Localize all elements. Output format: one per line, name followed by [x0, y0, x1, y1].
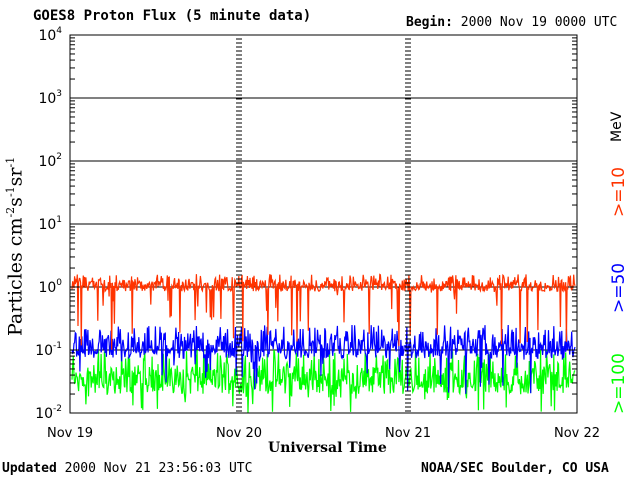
y-tick-label-4: 102 [38, 152, 62, 170]
x-tick-label-0: Nov 19 [47, 426, 93, 441]
chart-series [71, 273, 576, 413]
begin-time: Begin: 2000 Nov 19 0000 UTC [406, 15, 617, 30]
series-line-ge10 [71, 273, 576, 350]
y-tick-label-1: 10-1 [35, 341, 62, 359]
x-axis-ticks: Nov 19 Nov 20 Nov 21 Nov 22 [47, 34, 600, 441]
legend-item-50mev: >=50 [609, 262, 629, 313]
y-axis-ticks: 10-2 10-1 100 101 102 103 104 [35, 26, 577, 422]
x-axis-label: Universal Time [268, 440, 387, 456]
series-line-ge50 [71, 324, 576, 394]
legend-item-100mev: >=100 [609, 353, 629, 414]
x-tick-label-1: Nov 20 [216, 426, 262, 441]
x-tick-label-2: Nov 21 [385, 426, 431, 441]
x-tick-label-3: Nov 22 [554, 426, 600, 441]
chart-title: GOES8 Proton Flux (5 minute data) [33, 8, 312, 24]
updated-value: 2000 Nov 21 23:56:03 UTC [64, 461, 253, 476]
credit-text: NOAA/SEC Boulder, CO USA [421, 461, 609, 476]
y-axis-label: Particles cm-2s-1sr-1 [4, 156, 27, 336]
y-tick-label-6: 104 [38, 26, 62, 44]
begin-value: 2000 Nov 19 0000 UTC [460, 15, 618, 30]
legend-unit: MeV [609, 111, 625, 142]
begin-label: Begin: [406, 15, 453, 30]
updated-time: Updated 2000 Nov 21 23:56:03 UTC [2, 461, 252, 476]
y-tick-label-5: 103 [38, 89, 62, 107]
updated-label: Updated [2, 461, 57, 476]
y-tick-label-3: 101 [38, 215, 62, 233]
y-tick-label-0: 10-2 [35, 404, 62, 422]
y-tick-label-2: 100 [38, 278, 62, 296]
legend-item-10mev: >=10 [609, 166, 629, 217]
